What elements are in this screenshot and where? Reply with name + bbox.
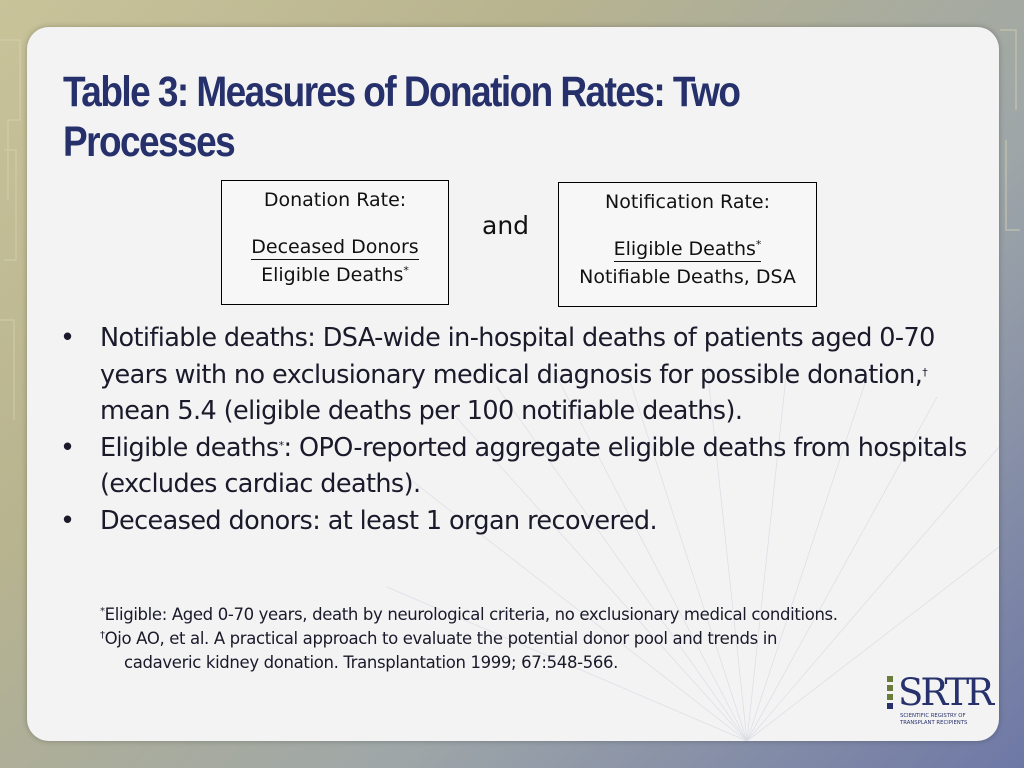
bullet-text: Notifiable deaths: DSA-wide in-hospital …: [100, 323, 935, 390]
notification-rate-box: Notification Rate: Eligible Deaths* Noti…: [558, 182, 817, 307]
notification-rate-denominator: Notifiable Deaths, DSA: [579, 266, 796, 288]
slide-title-line-2: Processes: [63, 118, 236, 166]
asterisk-mark: *: [755, 238, 762, 251]
and-connector: and: [482, 211, 530, 240]
slide-title-line-1: Table 3: Measures of Donation Rates: Two: [63, 68, 741, 116]
bullet-item-deceased-donors: • Deceased donors: at least 1 organ reco…: [55, 503, 975, 540]
slide-title: Table 3: Measures of Donation Rates: Two…: [63, 67, 837, 167]
footnote-citation-line-1: Ojo AO, et al. A practical approach to e…: [104, 629, 778, 648]
asterisk-mark: *: [403, 264, 409, 277]
asterisk-mark: *: [100, 606, 105, 617]
logo-tagline-line-2: Transplant Recipients: [900, 719, 968, 726]
donation-rate-denominator-text: Eligible Deaths: [261, 264, 404, 286]
bullet-dot-icon: •: [60, 505, 75, 536]
radiating-lines-decoration: [386, 366, 999, 741]
donation-rate-numerator: Deceased Donors: [251, 236, 419, 260]
notification-rate-numerator-text: Eligible Deaths: [613, 238, 756, 260]
donation-rate-box: Donation Rate: Deceased Donors Eligible …: [221, 180, 449, 305]
bullet-text: Eligible deaths: [100, 432, 279, 463]
bullet-text: Deceased donors: at least 1 organ recove…: [100, 505, 658, 536]
notification-rate-heading: Notification Rate:: [604, 191, 771, 213]
footnote-eligible-text: Eligible: Aged 0-70 years, death by neur…: [104, 605, 838, 624]
footnotes: *Eligible: Aged 0-70 years, death by neu…: [100, 603, 990, 675]
bullet-item-eligible-deaths: • Eligible deaths*: OPO-reported aggrega…: [55, 430, 975, 503]
donation-rate-denominator: Eligible Deaths*: [222, 262, 448, 288]
logo-tagline: Scientific Registry of Transplant Recipi…: [900, 713, 986, 726]
bullet-dot-icon: •: [60, 323, 75, 353]
bullet-dot-icon: •: [60, 432, 75, 463]
bullet-text-continued: mean 5.4 (eligible deaths per 100 notifi…: [100, 396, 743, 426]
bullet-list: • Notifiable deaths: DSA-wide in-hospita…: [55, 320, 975, 539]
bullet-text-continued: : OPO-reported aggregate eligible deaths…: [100, 432, 967, 500]
content-panel: Table 3: Measures of Donation Rates: Two…: [27, 27, 999, 741]
footnote-citation: †Ojo AO, et al. A practical approach to …: [100, 627, 990, 651]
notification-rate-numerator: Eligible Deaths*: [613, 237, 762, 262]
footnote-eligible: *Eligible: Aged 0-70 years, death by neu…: [100, 603, 990, 627]
srtr-logo: SRTR Scientific Registry of Transplant R…: [885, 673, 994, 729]
dagger-mark: †: [100, 630, 105, 641]
dagger-mark: †: [922, 365, 928, 379]
asterisk-mark: *: [278, 438, 284, 452]
logo-wordmark: SRTR: [898, 671, 994, 714]
donation-rate-heading: Donation Rate:: [263, 189, 407, 211]
logo-tagline-line-1: Scientific Registry of: [900, 713, 966, 719]
footnote-citation-line-2: cadaveric kidney donation. Transplantati…: [124, 653, 619, 672]
bullet-item-notifiable-deaths: • Notifiable deaths: DSA-wide in-hospita…: [55, 320, 975, 430]
logo-squares-icon: [887, 676, 893, 709]
